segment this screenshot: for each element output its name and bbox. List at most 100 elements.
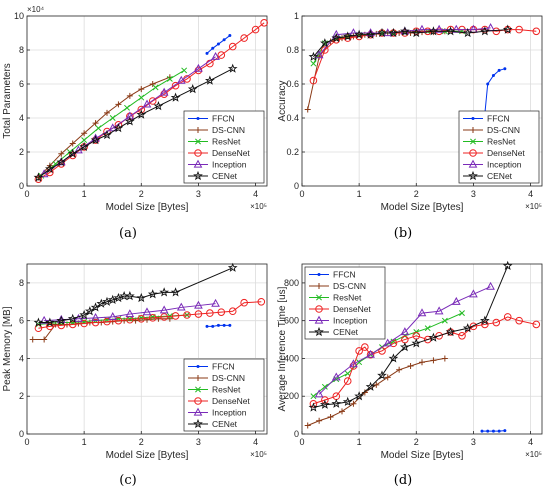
legend-box [458,110,540,184]
data-point-cenet [342,31,353,41]
data-point-inception [91,133,100,142]
data-point-ffcn [211,324,215,328]
data-point-cenet [502,24,513,34]
data-point-resnet [321,383,328,390]
y-tick-label: 2 [19,391,24,401]
data-point-inception [108,123,118,132]
legend-label-cenet: CENet [212,171,238,181]
data-point-cenet [308,402,319,412]
data-point-cenet [113,292,124,303]
legend-label-resnet: ResNet [333,293,362,303]
legend-label-densenet: DenseNet [333,304,371,314]
data-point-inception [331,29,341,38]
axes-box [26,15,268,187]
data-point-cenet [90,135,101,145]
series-cenet [33,262,238,327]
data-point-cenet [365,381,376,391]
legend-marker-ds-cnn [470,127,476,133]
data-point-resnet [152,84,159,91]
data-point-resnet [181,67,188,74]
data-point-resnet [124,104,130,111]
x-tick-label: 0 [24,189,29,199]
data-point-cenet [480,315,490,325]
data-point-cenet [331,398,342,408]
data-point-resnet [66,149,73,155]
legend-label-densenet: DenseNet [212,148,250,158]
data-point-inception [314,50,324,59]
data-point-cenet [125,116,135,126]
data-point-ffcn [491,74,495,77]
data-point-inception [211,51,220,60]
data-point-cenet [320,399,330,409]
series-line-inception [318,286,491,395]
data-point-cenet [90,302,101,312]
legend-label-ds-cnn: DS-CNN [212,373,245,383]
data-point-ds-cnn [441,355,448,362]
legend-label-inception: Inception [212,408,247,418]
data-point-inception [194,300,203,309]
data-point-inception [400,26,410,35]
legend-label-cenet: CENet [487,171,513,181]
data-point-resnet [459,310,465,317]
data-point-cenet [354,391,364,401]
data-point-cenet [400,26,410,36]
data-point-cenet [147,289,158,299]
y-tick-label: 0 [294,181,299,191]
data-point-ffcn [211,46,215,50]
x-tick-label: 2 [139,437,144,447]
data-point-inception [331,372,341,381]
data-point-densenet [183,311,191,319]
data-point-ds-cnn [361,389,368,396]
data-point-ffcn [497,68,501,72]
y-tick-label: 800 [284,278,299,288]
data-point-cenet [102,296,112,306]
data-point-densenet [206,309,214,317]
data-point-ds-cnn [69,140,76,147]
y-tick-label: 2 [19,147,24,157]
data-point-cenet [153,101,164,111]
y-tick-label: 4 [19,113,24,123]
data-point-densenet [148,314,157,322]
data-point-densenet [423,335,432,344]
data-point-cenet [125,291,135,301]
series-line-cenet [38,68,233,178]
data-point-cenet [400,342,410,352]
data-point-densenet [171,81,180,90]
data-point-ds-cnn [52,321,59,328]
data-point-densenet [309,76,318,85]
data-point-ffcn [503,67,507,71]
x-tick-label: 3 [471,189,476,199]
data-point-cenet [67,313,78,323]
data-point-densenet [114,316,123,325]
data-point-ffcn [216,42,220,46]
data-point-densenet [137,314,146,323]
legend-marker-inception [314,315,324,324]
x-tick-label: 1 [82,189,87,199]
data-point-densenet [469,322,478,331]
x-tick-label: 4 [253,189,258,199]
series-line-ds-cnn [38,76,171,178]
data-point-inception [159,305,169,314]
series-ffcn [480,67,507,145]
y-tick-label: 0 [294,429,299,439]
data-point-cenet [33,172,44,182]
legend-label-ffcn: FFCN [212,114,235,124]
x-tick-label: 0 [299,189,304,199]
data-point-inception [486,281,495,290]
x-tick-label: 1 [357,437,362,447]
series-ffcn [205,323,232,328]
data-point-densenet [257,297,266,306]
data-point-densenet [492,27,501,36]
data-point-cenet [428,26,439,36]
legend-marker-ffcn [196,117,200,120]
data-point-ffcn [205,324,209,328]
series-inception [39,298,220,324]
y-tick-label: 8 [19,45,24,55]
y-tick-label: 1 [294,11,299,21]
data-point-densenet [343,34,352,42]
data-point-inception [383,338,393,347]
data-point-inception [39,315,49,324]
x-tick-label: 1 [357,189,362,199]
